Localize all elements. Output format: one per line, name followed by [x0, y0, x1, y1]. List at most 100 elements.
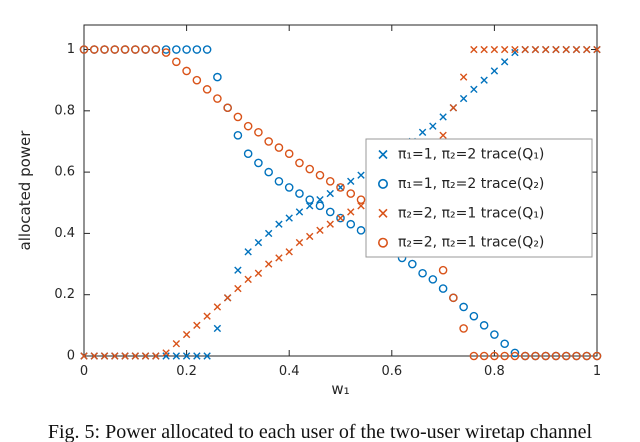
x-marker — [121, 352, 129, 360]
x-marker — [90, 352, 98, 360]
o-marker — [520, 351, 530, 361]
o-marker — [561, 351, 571, 361]
x-marker — [172, 352, 181, 360]
o-marker — [356, 226, 366, 235]
x-marker — [182, 330, 191, 339]
o-marker — [254, 127, 263, 137]
x-marker — [470, 45, 478, 54]
x-marker — [583, 45, 591, 54]
x-marker — [306, 202, 314, 210]
x-marker — [531, 45, 540, 54]
x-marker — [511, 45, 519, 54]
y-tick-label: 0.8 — [54, 103, 75, 118]
figure-caption: Fig. 5: Power allocated to each user of … — [47, 421, 593, 442]
x-marker — [234, 266, 242, 274]
x-marker — [347, 177, 355, 186]
x-marker — [182, 352, 191, 360]
x-marker — [80, 352, 88, 360]
o-marker — [213, 72, 222, 82]
x-marker — [480, 76, 488, 84]
x-marker — [470, 85, 478, 94]
o-marker — [264, 137, 273, 146]
x-marker — [593, 45, 601, 54]
legend-entry-label: π₂=2, π₂=1 trace(Q₂) — [398, 235, 544, 251]
x-marker — [378, 149, 388, 160]
o-marker — [284, 149, 294, 159]
o-marker — [336, 213, 345, 223]
legend-entry-label: π₂=2, π₂=1 trace(Q₁) — [398, 205, 544, 221]
x-marker — [521, 45, 529, 54]
x-axis-label: w₁ — [331, 380, 349, 398]
o-marker — [531, 351, 540, 361]
o-marker — [151, 45, 161, 54]
x-marker — [213, 303, 222, 311]
x-marker — [100, 352, 109, 360]
x-marker — [213, 324, 222, 333]
x-marker — [439, 113, 447, 121]
legend-entry-label: π₁=1, π₂=2 trace(Q₂) — [398, 176, 544, 192]
x-marker — [203, 352, 211, 360]
o-marker — [295, 189, 304, 198]
o-marker — [510, 351, 520, 361]
series-2 — [80, 45, 601, 360]
o-marker — [130, 45, 140, 54]
x-marker — [357, 171, 365, 179]
x-marker — [429, 122, 437, 130]
x-marker — [254, 238, 263, 247]
o-marker — [592, 351, 602, 361]
o-marker — [377, 178, 388, 189]
x-tick-label: 1 — [593, 364, 601, 379]
x-marker — [378, 208, 388, 218]
o-marker — [141, 45, 150, 54]
y-axis-label: allocated power — [16, 130, 34, 251]
o-marker — [325, 177, 335, 186]
x-marker — [162, 352, 170, 360]
y-tick-label: 1 — [67, 42, 75, 57]
x-marker — [172, 340, 181, 348]
x-marker — [439, 131, 447, 140]
o-marker — [254, 158, 263, 168]
x-marker — [244, 248, 252, 256]
o-marker — [336, 183, 345, 192]
y-tick-label: 0.6 — [54, 165, 75, 180]
x-marker — [418, 128, 427, 136]
y-tick-label: 0 — [67, 349, 75, 364]
series-3 — [79, 45, 602, 361]
x-marker — [316, 195, 324, 204]
o-marker — [479, 321, 489, 330]
x-marker — [152, 352, 160, 360]
x-marker — [285, 248, 293, 256]
legend-entry-label: π₁=1, π₂=2 trace(Q₁) — [398, 147, 544, 163]
o-marker — [161, 45, 171, 54]
x-tick-label: 0.2 — [176, 364, 197, 379]
x-marker — [552, 45, 560, 54]
x-marker — [336, 183, 345, 192]
x-tick-label: 0 — [80, 364, 88, 379]
x-marker — [357, 202, 365, 210]
o-marker — [305, 195, 315, 204]
o-marker — [315, 201, 325, 211]
o-marker — [233, 131, 243, 140]
o-marker — [243, 121, 253, 131]
o-marker — [182, 66, 191, 76]
legend: π₁=1, π₂=2 trace(Q₁) π₁=1, π₂=2 trace(Q₂)… — [365, 138, 593, 258]
o-marker — [161, 48, 171, 57]
o-marker — [438, 265, 448, 275]
x-marker — [562, 45, 570, 54]
o-marker — [202, 45, 212, 54]
o-marker — [274, 177, 284, 186]
x-marker — [264, 260, 273, 268]
x-marker — [490, 45, 499, 54]
o-marker — [182, 45, 191, 54]
o-marker — [315, 170, 325, 180]
o-marker — [305, 164, 315, 174]
y-tick-label: 0.2 — [54, 287, 75, 302]
x-marker — [336, 214, 345, 222]
o-marker — [264, 167, 273, 177]
x-marker — [459, 73, 468, 81]
o-marker — [377, 237, 388, 248]
x-marker — [193, 352, 201, 360]
o-marker — [346, 189, 356, 198]
x-marker — [326, 220, 334, 228]
x-marker — [500, 58, 509, 66]
